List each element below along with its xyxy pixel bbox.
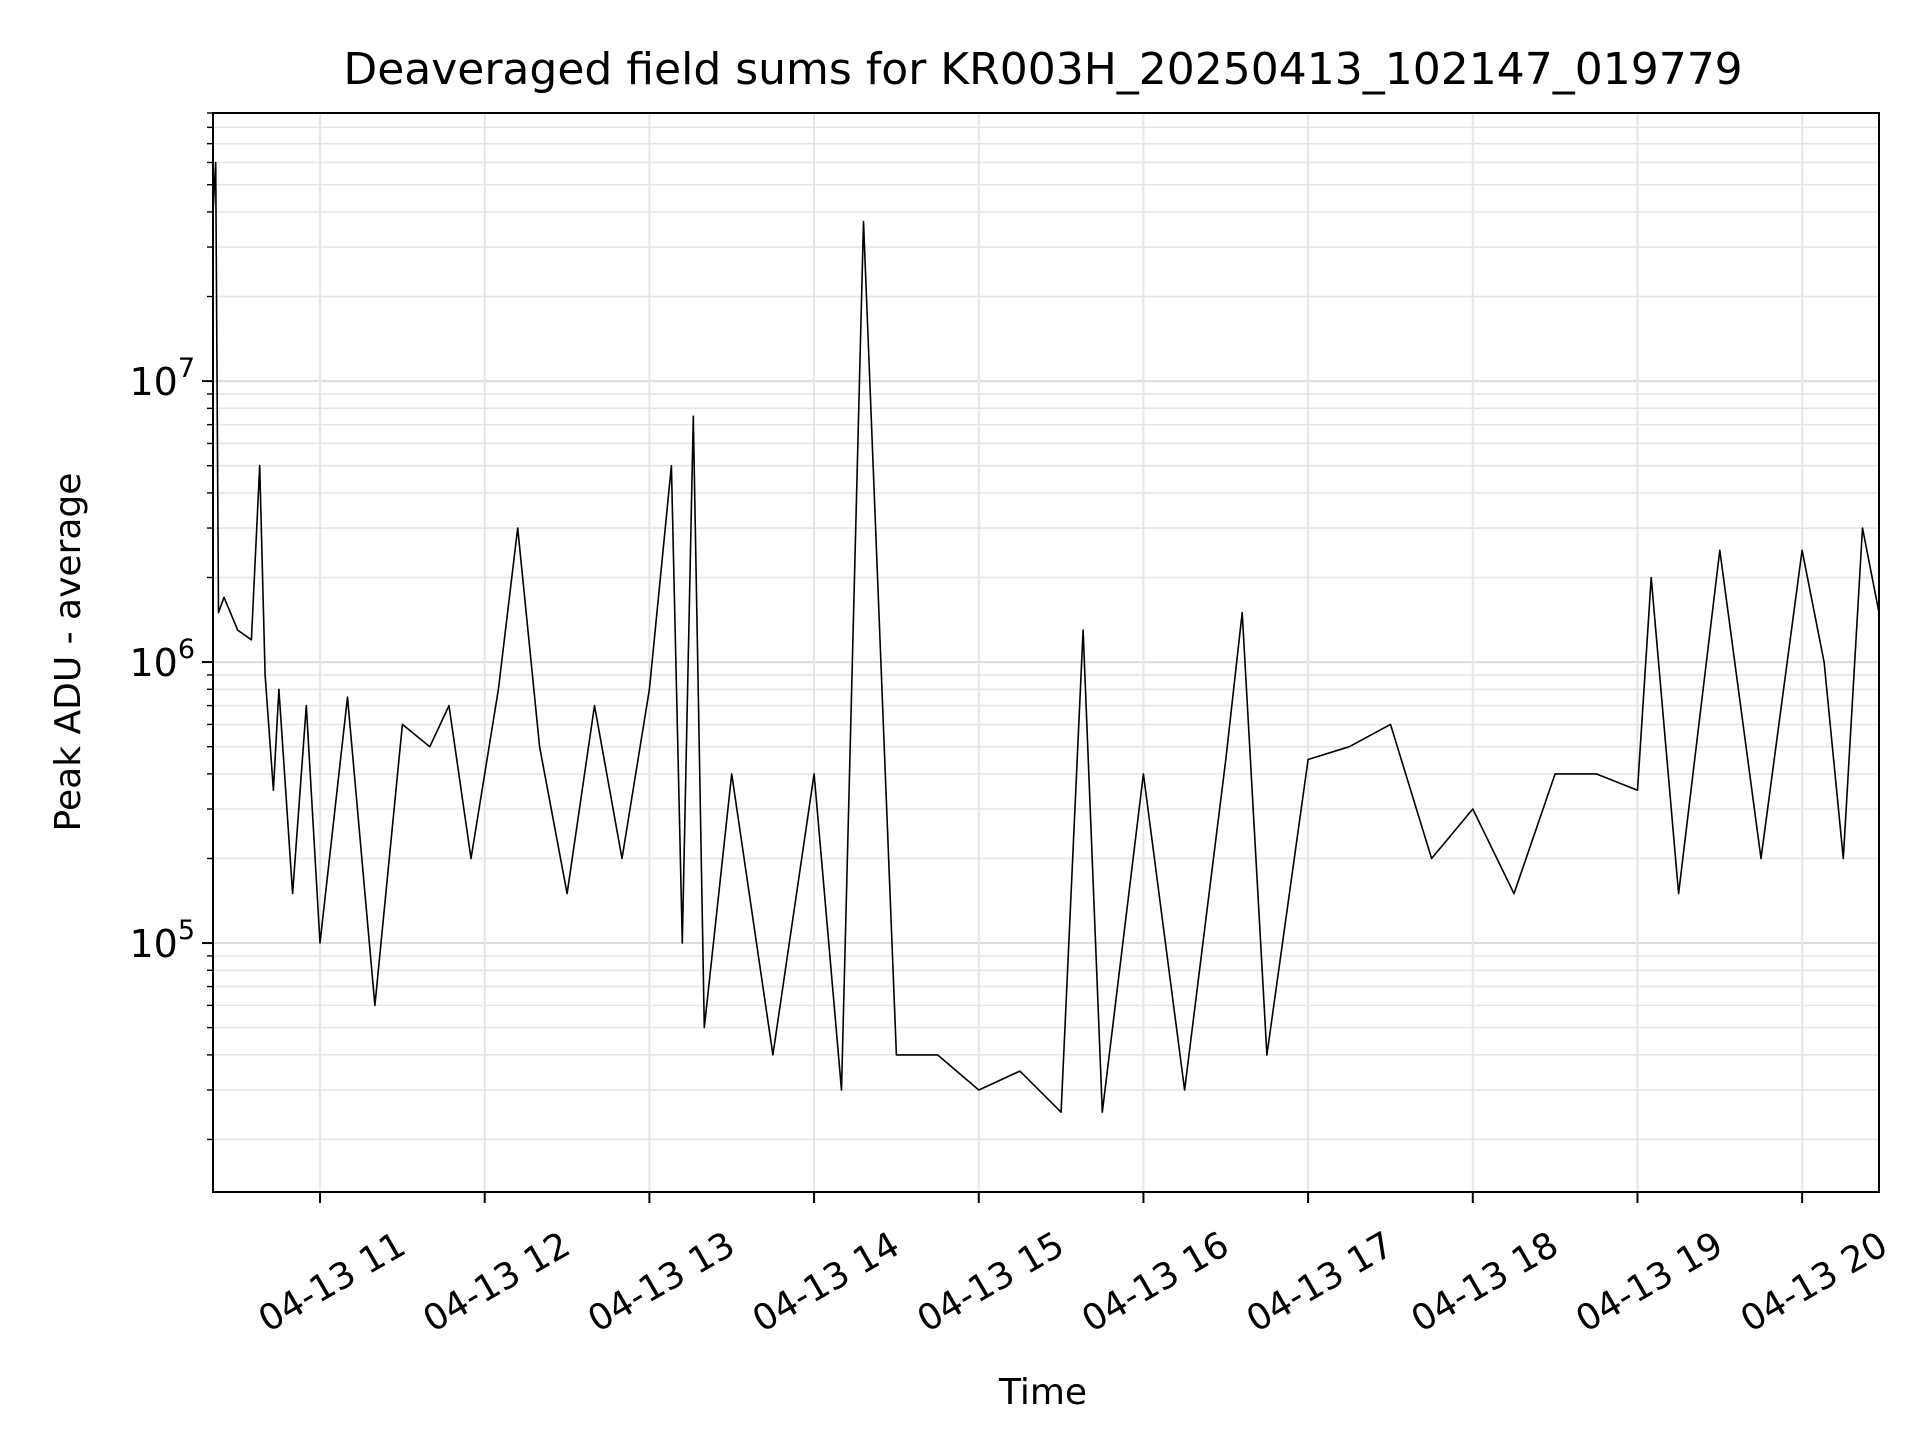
y-tick-base: 10 xyxy=(129,641,177,685)
series-layer xyxy=(212,161,1880,1113)
y-tick-exponent: 6 xyxy=(178,634,195,665)
x-tick-label: 04-13 14 xyxy=(746,1224,907,1340)
x-tick-label: 04-13 20 xyxy=(1734,1224,1895,1340)
y-tick-label: 105 xyxy=(129,915,195,966)
grid-layer xyxy=(213,112,1879,1192)
x-tick-label: 04-13 17 xyxy=(1240,1224,1401,1340)
y-tick-exponent: 5 xyxy=(178,915,195,946)
y-tick-exponent: 7 xyxy=(178,353,195,384)
chart-title: Deaveraged field sums for KR003H_2025041… xyxy=(343,44,1742,95)
x-tick-label: 04-13 15 xyxy=(911,1224,1072,1340)
y-axis-label: Peak ADU - average xyxy=(48,473,89,832)
y-tick-base: 10 xyxy=(129,360,177,404)
x-tick-label: 04-13 11 xyxy=(252,1224,413,1340)
y-tick-base: 10 xyxy=(129,922,177,966)
x-tick-label: 04-13 13 xyxy=(581,1224,742,1340)
plot-frame xyxy=(212,112,1880,1193)
y-tick-label: 107 xyxy=(129,353,195,404)
x-axis-label: Time xyxy=(998,1372,1087,1413)
y-tick-label: 106 xyxy=(129,634,195,685)
x-tick-label: 04-13 18 xyxy=(1405,1224,1566,1340)
x-tick-label: 04-13 16 xyxy=(1075,1224,1236,1340)
x-tick-label: 04-13 19 xyxy=(1569,1224,1730,1340)
x-axis-ticks: 04-13 11 04-13 12 04-13 13 04-13 14 04-13 15… xyxy=(252,1192,1895,1341)
x-tick-label: 04-13 12 xyxy=(417,1224,578,1340)
series-line xyxy=(212,161,1880,1113)
